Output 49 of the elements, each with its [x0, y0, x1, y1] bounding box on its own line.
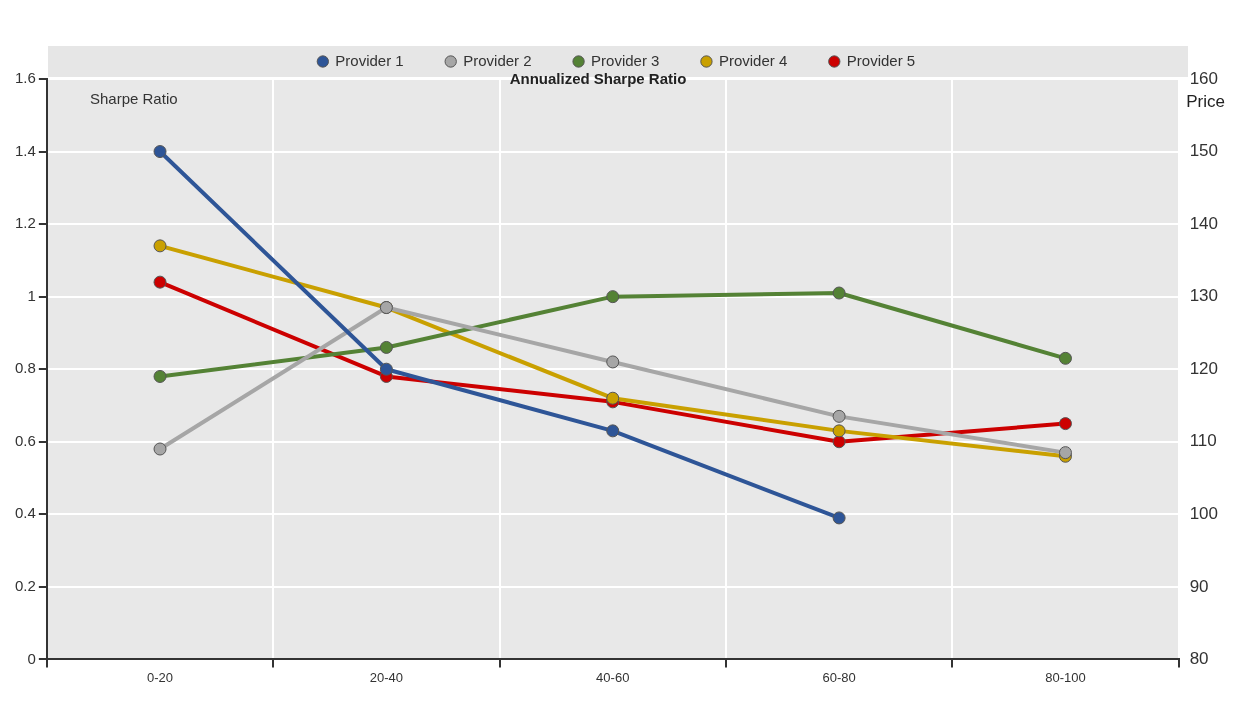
x-tick-label: 60-80 — [822, 669, 856, 685]
y-tick-label: 0.8 — [14, 359, 36, 377]
legend-label: Provider 5 — [846, 51, 916, 69]
y2-tick-label: 140 — [1189, 213, 1219, 233]
y2-axis-title: Price — [1186, 92, 1225, 112]
point — [153, 145, 167, 159]
point — [832, 424, 846, 438]
y-tick-label: 1.6 — [14, 69, 36, 87]
y2-tick-label: 100 — [1189, 503, 1219, 523]
x-tick-label: 80-100 — [1045, 669, 1086, 685]
point — [832, 435, 846, 449]
y2-tick-label: 90 — [1189, 576, 1209, 596]
point — [153, 239, 167, 253]
point — [832, 286, 846, 300]
y2-tick-label: 150 — [1189, 141, 1219, 161]
point — [379, 340, 393, 354]
y-tick-label: 1 — [27, 286, 36, 304]
x-tick-label: 20-40 — [369, 669, 404, 685]
point — [1058, 417, 1072, 431]
point — [606, 290, 620, 304]
point — [606, 355, 620, 369]
legend-label: Provider 1 — [335, 51, 404, 69]
y-tick-label: 1.4 — [14, 141, 36, 159]
y2-tick-label: 160 — [1189, 68, 1219, 88]
y2-tick-label: 120 — [1189, 358, 1219, 378]
legend-label: Provider 2 — [463, 51, 532, 69]
point — [153, 442, 167, 456]
chart-title: Annualized Sharpe Ratio — [509, 70, 687, 87]
x-tick-label: 0-20 — [147, 669, 174, 685]
y2-tick-label: 110 — [1189, 431, 1217, 451]
point — [1058, 351, 1072, 365]
x-tick-label: 40-60 — [596, 669, 630, 685]
y-tick-label: 0.4 — [14, 504, 36, 522]
y-tick-label: 0 — [27, 649, 36, 667]
point — [153, 275, 167, 289]
legend-label: Provider 3 — [591, 51, 660, 69]
point — [606, 391, 620, 405]
y-axis-title: Sharpe Ratio — [90, 90, 178, 107]
point — [379, 362, 393, 376]
y-tick-label: 0.6 — [14, 431, 36, 449]
point — [153, 369, 167, 383]
y-tick-label: 0.2 — [14, 576, 36, 594]
point — [832, 511, 846, 525]
legend-label: Provider 4 — [718, 51, 788, 69]
y2-tick-label: 130 — [1189, 286, 1219, 306]
y-tick-label: 1.2 — [14, 214, 36, 232]
y2-tick-label: 80 — [1189, 649, 1209, 669]
point — [606, 424, 620, 438]
point — [832, 409, 846, 423]
